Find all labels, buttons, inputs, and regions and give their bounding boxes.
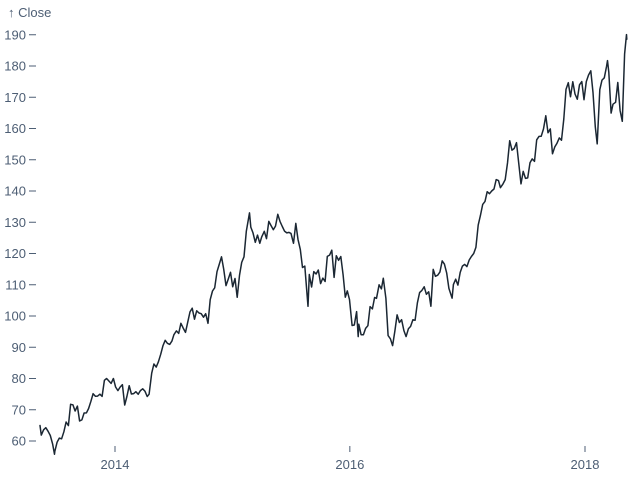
x-tick-label: 2014 — [101, 457, 130, 472]
y-tick-label: 90 — [12, 340, 26, 355]
y-tick-label: 100 — [4, 309, 26, 324]
y-tick-label: 170 — [4, 90, 26, 105]
y-tick-label: 130 — [4, 215, 26, 230]
y-tick-label: 150 — [4, 152, 26, 167]
x-tick-label: 2016 — [335, 457, 364, 472]
y-tick-label: 180 — [4, 59, 26, 74]
y-tick-label: 160 — [4, 121, 26, 136]
y-tick-label: 70 — [12, 402, 26, 417]
y-tick-label: 140 — [4, 184, 26, 199]
y-tick-label: 110 — [5, 277, 26, 292]
y-tick-label: 190 — [4, 27, 26, 42]
y-axis-title: ↑ Close — [8, 5, 51, 20]
y-tick-label: 120 — [4, 246, 26, 261]
x-tick-label: 2018 — [571, 457, 600, 472]
y-tick-label: 80 — [12, 371, 26, 386]
y-tick-label: 60 — [12, 434, 26, 449]
close-price-line — [39, 33, 628, 455]
